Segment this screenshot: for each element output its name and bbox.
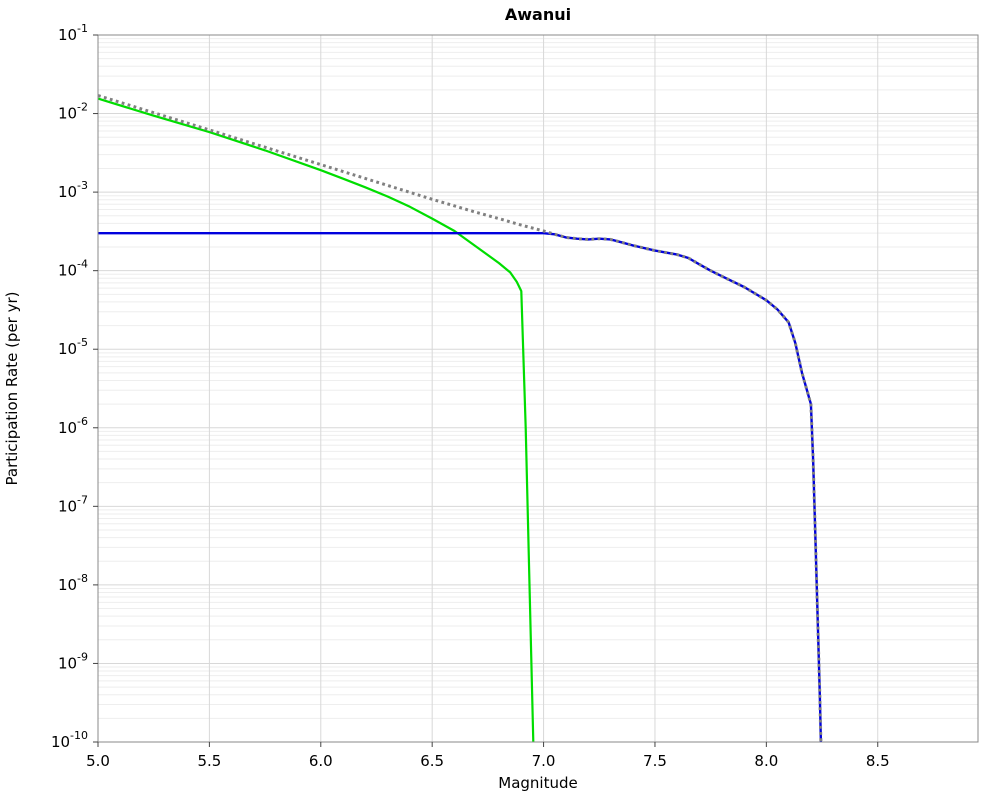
x-tick-label: 8.0 xyxy=(754,752,778,770)
y-tick-label: 10-9 xyxy=(58,650,88,672)
y-tick-label: 10-4 xyxy=(58,258,88,280)
x-axis-tick-labels: 5.0 5.5 6.0 6.5 7.0 7.5 8.0 8.5 xyxy=(86,752,890,770)
x-tick-label: 5.5 xyxy=(197,752,221,770)
y-tick-label: 10-1 xyxy=(58,22,88,44)
chart-title: Awanui xyxy=(505,5,571,24)
x-tick-label: 7.5 xyxy=(643,752,667,770)
blue-solid-curve xyxy=(98,231,823,743)
y-tick-label: 10-7 xyxy=(58,493,88,515)
y-tick-label: 10-10 xyxy=(51,729,88,751)
x-tick-label: 6.5 xyxy=(420,752,444,770)
y-tick-label: 10-3 xyxy=(58,179,88,201)
x-tick-label: 8.5 xyxy=(866,752,890,770)
plot-frame xyxy=(97,34,979,743)
data-series xyxy=(97,94,823,743)
y-axis-label: Participation Rate (per yr) xyxy=(3,291,21,485)
y-tick-label: 10-2 xyxy=(58,101,88,123)
y-tick-label: 10-5 xyxy=(58,336,88,358)
gray-dotted-curve xyxy=(97,94,823,743)
minor-gridlines xyxy=(98,38,978,719)
green-solid-curve xyxy=(97,97,535,743)
y-tick-label: 10-6 xyxy=(58,415,88,437)
x-tick-label: 6.0 xyxy=(309,752,333,770)
major-gridlines xyxy=(98,34,978,743)
x-axis-label: Magnitude xyxy=(498,774,577,792)
x-tick-label: 5.0 xyxy=(86,752,110,770)
y-axis-tick-labels: 10-1 10-2 10-3 10-4 10-5 10-6 10-7 10-8 10-9 10-1… xyxy=(51,22,88,751)
axis-tick-marks xyxy=(93,34,879,747)
x-tick-label: 7.0 xyxy=(532,752,556,770)
y-tick-label: 10-8 xyxy=(58,572,88,594)
